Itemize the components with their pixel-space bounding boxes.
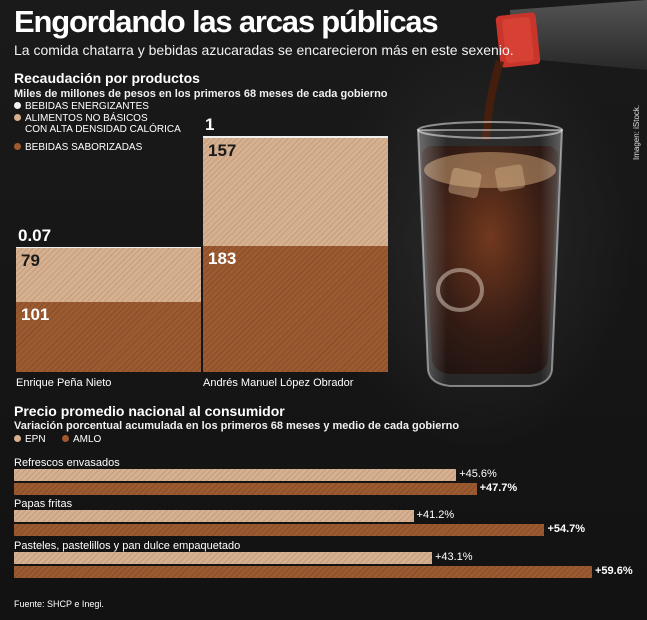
- category-label: Pasteles, pastelillos y pan dulce empaqu…: [14, 540, 241, 552]
- legend-swatch: [14, 114, 21, 121]
- value-label-amlo: +47.7%: [479, 482, 518, 494]
- category-label: Andrés Manuel López Obrador: [203, 377, 354, 389]
- legend-swatch: [14, 143, 21, 150]
- value-label-alimentos: 157: [208, 140, 237, 160]
- legend-item: EPN: [14, 434, 46, 445]
- value-label-energizantes: 1: [205, 115, 215, 135]
- legend-item: BEBIDAS SABORIZADAS: [14, 142, 142, 153]
- value-label-amlo: +54.7%: [547, 523, 586, 535]
- value-label-epn: +45.6%: [459, 468, 497, 480]
- legend-label: BEBIDAS SABORIZADAS: [25, 142, 143, 153]
- legend-item: BEBIDAS ENERGIZANTES: [14, 101, 149, 112]
- legend-swatch: [14, 435, 21, 442]
- value-label-epn: +41.2%: [416, 509, 455, 521]
- legend-item: ALIMENTOS NO BÁSICOS CON ALTA DENSIDAD CA…: [14, 113, 181, 135]
- bar-segment-energizantes: [203, 136, 388, 138]
- legend-label: AMLO: [73, 434, 102, 445]
- legend-label: BEBIDAS ENERGIZANTES: [25, 101, 149, 112]
- bar-segment-saborizadas: [16, 302, 201, 372]
- legend-label: CON ALTA DENSIDAD CALÓRICA: [25, 124, 181, 135]
- legend-swatch: [14, 102, 21, 109]
- bar-segment-alimentos: [203, 137, 388, 246]
- section1-subtitle: Miles de millones de pesos en los primer…: [14, 88, 388, 100]
- bar-amlo: [14, 483, 477, 495]
- legend-label: EPN: [25, 434, 46, 445]
- bar-segment-energizantes: [16, 246, 201, 248]
- page-title: Engordando las arcas públicas: [14, 4, 439, 39]
- legend-swatch: [62, 435, 69, 442]
- category-label: Papas fritas: [14, 498, 73, 510]
- value-label-epn: +43.1%: [434, 551, 473, 563]
- section2-subtitle: Variación porcentual acumulada en los pr…: [14, 420, 460, 432]
- soda-glass-photo: [416, 0, 647, 387]
- value-label-energizantes: 0.07: [18, 225, 52, 245]
- bar-segment-alimentos: [16, 247, 201, 303]
- photo-credit: Imagen: iStock.: [632, 104, 641, 160]
- value-label-amlo: +59.6%: [595, 565, 633, 577]
- bar-segment-saborizadas: [203, 245, 388, 372]
- section1-title: Recaudación por productos: [14, 70, 200, 86]
- value-label-saborizadas: 183: [208, 248, 237, 268]
- category-label: Enrique Peña Nieto: [16, 377, 112, 389]
- bar-epn: [14, 469, 457, 481]
- page-subtitle: La comida chatarra y bebidas azucaradas …: [14, 42, 514, 58]
- bar-amlo: [14, 524, 545, 536]
- section2-title: Precio promedio nacional al consumidor: [14, 403, 285, 419]
- value-label-alimentos: 79: [21, 250, 40, 270]
- bar-amlo: [14, 566, 592, 578]
- value-label-saborizadas: 101: [21, 305, 50, 325]
- legend-label: ALIMENTOS NO BÁSICOS: [25, 113, 148, 124]
- category-label: Refrescos envasados: [14, 457, 120, 469]
- legend-item: AMLO: [62, 434, 101, 445]
- bar-epn: [14, 552, 432, 564]
- source-note: Fuente: SHCP e Inegi.: [14, 599, 104, 609]
- bar-epn: [14, 510, 414, 522]
